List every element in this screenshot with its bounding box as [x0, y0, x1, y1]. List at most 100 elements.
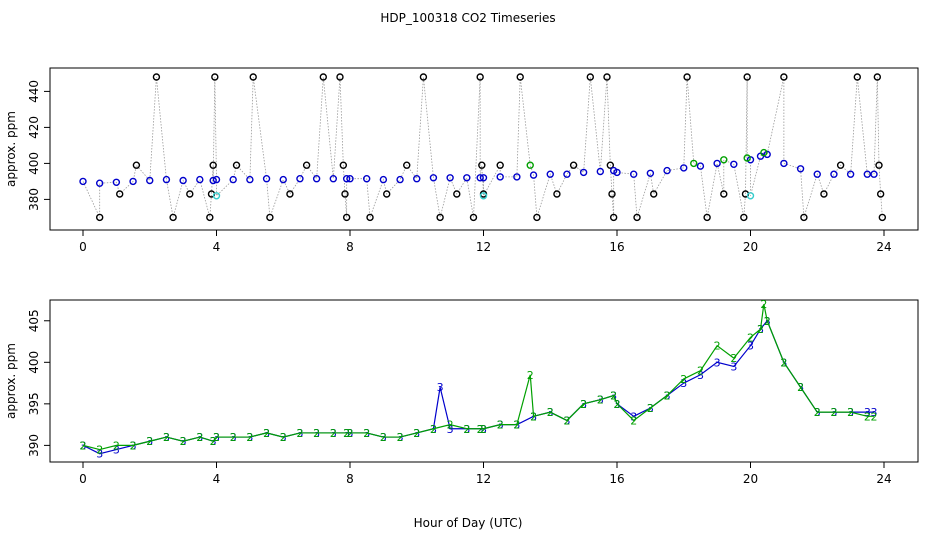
- series-0-point: [476, 73, 484, 81]
- top-axes: 0 4 8 12 16 20 24 380 400 420 440: [27, 80, 892, 254]
- series-0-point: [586, 73, 594, 81]
- series-1-point: [680, 164, 688, 172]
- series-1-point: [529, 171, 538, 179]
- series-1-point: [629, 170, 638, 178]
- x-tick-label: 12: [476, 240, 491, 254]
- series-3-marker: 3: [697, 369, 704, 382]
- series-0-point: [496, 161, 504, 169]
- series-0-point: [152, 73, 161, 81]
- series-2-marker: 2: [480, 423, 487, 436]
- series-1-point: [596, 167, 605, 176]
- series-1-point: [496, 173, 504, 181]
- series-3-marker: 3: [437, 381, 444, 394]
- series-1-point: [379, 175, 388, 184]
- series-0-point: [633, 213, 641, 222]
- series-0-point: [780, 73, 788, 81]
- top-series-marks: [79, 73, 887, 222]
- y-tick-label: 440: [27, 80, 41, 103]
- series-2-point: [760, 148, 768, 157]
- x-tick-label: 24: [876, 472, 891, 486]
- series-2-marker: 2: [330, 427, 337, 440]
- series-2-marker: 2: [397, 431, 404, 444]
- series-2-marker: 2: [80, 439, 87, 452]
- series-2-marker: 2: [757, 323, 764, 336]
- series-2-marker: 2: [610, 390, 617, 403]
- series-2-marker: 2: [230, 431, 237, 444]
- bottom-axes: 0 4 8 12 16 20 24 390 395 400 405: [27, 309, 892, 486]
- series-2-marker: 2: [347, 427, 354, 440]
- series-3-point: [746, 192, 755, 200]
- series-2-marker: 2: [664, 390, 671, 403]
- series-2-marker: 2: [527, 369, 534, 382]
- y-tick-label: 400: [27, 152, 41, 175]
- series-0-point: [383, 190, 391, 198]
- series-2-marker: 2: [280, 431, 287, 444]
- series-3-marker: 3: [630, 410, 637, 423]
- series-1-point: [429, 174, 438, 182]
- series-2-marker: 2: [96, 444, 103, 457]
- series-0-point: [743, 73, 751, 81]
- series-0-point: [720, 190, 728, 198]
- series-3-point: [479, 192, 488, 200]
- series-2-marker: 2: [697, 365, 704, 378]
- series-3-marker: 3: [714, 356, 721, 369]
- series-3-marker: 3: [747, 340, 754, 353]
- series-2-marker: 2: [864, 410, 871, 423]
- series-2-marker: 2: [196, 431, 203, 444]
- series-0-point: [836, 161, 845, 169]
- series-2-marker: 2: [780, 356, 787, 369]
- series-2-marker: 2: [430, 423, 437, 436]
- series-0-point: [650, 190, 658, 198]
- series-1-point: [446, 174, 454, 182]
- x-tick-label: 4: [213, 240, 221, 254]
- series-2-marker: 2: [296, 427, 303, 440]
- series-1-point: [696, 162, 705, 170]
- x-tick-label: 20: [743, 472, 758, 486]
- series-2-marker: 2: [210, 435, 217, 448]
- series-3-marker: 3: [680, 377, 687, 390]
- series-1-point: [870, 170, 878, 178]
- series-0-point: [873, 73, 882, 81]
- series-1-point: [112, 178, 121, 187]
- series-0-point: [132, 161, 141, 169]
- series-2-marker: 2: [730, 352, 737, 365]
- y-tick-label: 400: [27, 351, 41, 374]
- y-tick-label: 405: [27, 309, 41, 332]
- series-0-point: [206, 213, 214, 222]
- series-1-point: [713, 159, 721, 168]
- series-1-point: [229, 175, 237, 184]
- series-2-marker: 2: [363, 427, 370, 440]
- x-tick-label: 0: [79, 472, 87, 486]
- series-1-point: [780, 159, 788, 168]
- series-0-point: [186, 190, 194, 198]
- series-2-marker: 2: [180, 435, 187, 448]
- series-1-point: [613, 168, 621, 177]
- series-0-point: [266, 213, 274, 222]
- series-1-point: [262, 174, 271, 183]
- series-2-marker: 2: [830, 406, 837, 419]
- series-2-marker: 2: [580, 398, 587, 411]
- series-2-marker: 2: [597, 394, 604, 407]
- series-1-point: [196, 175, 204, 184]
- series-1-point: [246, 175, 254, 184]
- series-0-point: [609, 213, 618, 222]
- series-1-point: [346, 174, 354, 183]
- series-2-marker: 2: [113, 439, 120, 452]
- y-tick-label: 380: [27, 188, 41, 211]
- series-2-marker: 2: [343, 427, 350, 440]
- y-tick-label: 420: [27, 116, 41, 139]
- series-2-marker: 2: [380, 431, 387, 444]
- series-2-marker: 2: [313, 427, 320, 440]
- series-0-point: [533, 213, 541, 222]
- series-0-point: [703, 213, 711, 222]
- series-1-point: [129, 177, 137, 186]
- series-1-point: [179, 176, 187, 185]
- series-2-marker: 2: [614, 398, 621, 411]
- series-2-marker: 2: [263, 427, 270, 440]
- series-1-point: [830, 170, 838, 178]
- series-0-point: [95, 213, 104, 222]
- x-tick-label: 8: [346, 472, 354, 486]
- x-tick-label: 12: [476, 472, 491, 486]
